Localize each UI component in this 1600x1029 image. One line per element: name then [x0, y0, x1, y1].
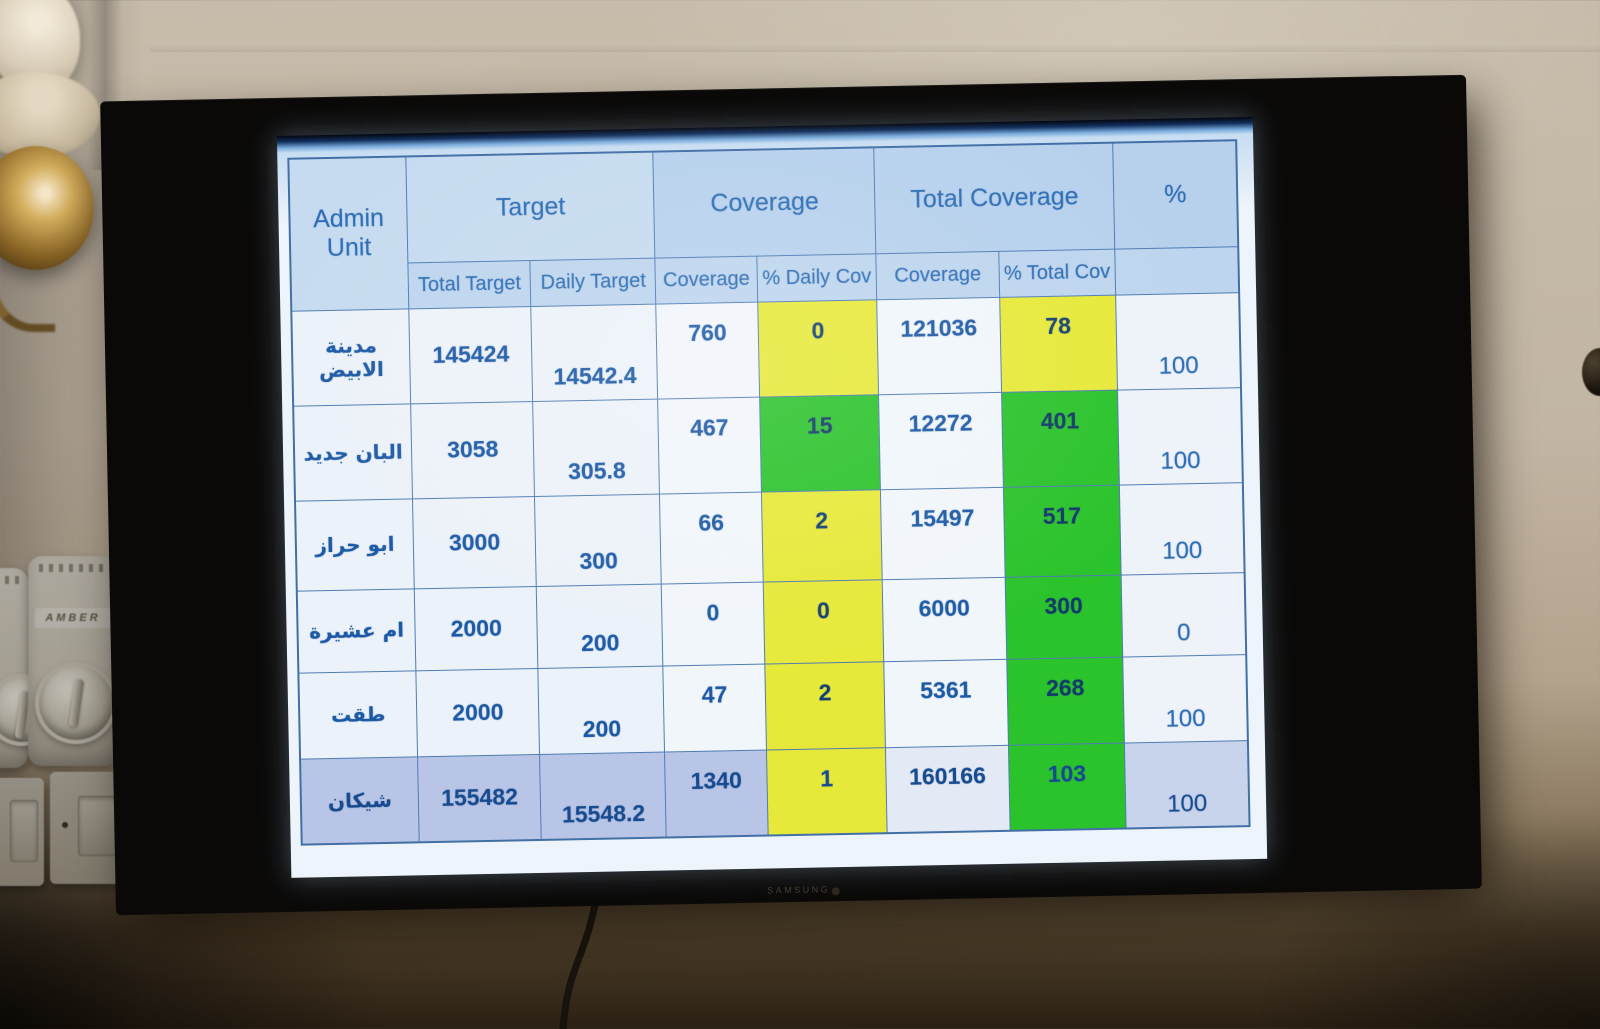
cell-daily-cov: 0 — [757, 299, 879, 397]
cell-daily-target: 200 — [538, 665, 665, 754]
wall-knob — [1582, 348, 1600, 396]
tv-ir-sensor — [831, 887, 840, 896]
thermostat-brand-label: AMBER — [35, 608, 111, 628]
tv-brand-logo: SAMSUNG — [767, 884, 831, 896]
cell-total-cov-pct: 103 — [1008, 742, 1127, 831]
dial-pointer — [68, 678, 85, 728]
table-row: مدينة الابيض 145424 14542.4 760 0 121036… — [291, 292, 1241, 406]
subheader-coverage-2: Coverage — [876, 250, 1000, 300]
table-row-total: شيكان 155482 15548.2 1340 1 160166 103 1… — [300, 740, 1250, 845]
subheader-percent-empty — [1114, 246, 1240, 295]
cell-total-coverage: 6000 — [882, 576, 1007, 662]
cell-percent: 0 — [1121, 572, 1247, 657]
wall-seam — [150, 42, 1600, 52]
cell-coverage: 0 — [661, 581, 765, 666]
cell-total-coverage: 121036 — [877, 296, 1002, 395]
cell-total-coverage: 15497 — [880, 486, 1005, 580]
header-coverage: Coverage — [653, 147, 877, 258]
cell-admin-unit: ابو حراز — [295, 498, 415, 591]
cell-daily-target: 300 — [534, 493, 662, 586]
cell-total-coverage: 5361 — [884, 658, 1009, 748]
cell-total-cov-pct: 517 — [1002, 484, 1122, 577]
thermostat-amber: AMBER — [28, 556, 118, 766]
table-row: البان جديد 3058 305.8 467 15 12272 401 1… — [293, 387, 1243, 501]
cell-admin-unit: شيكان — [300, 756, 420, 845]
header-percent: % — [1112, 140, 1239, 249]
subheader-total-target: Total Target — [407, 260, 532, 309]
cell-coverage: 47 — [663, 663, 767, 752]
cell-total-cov-pct: 268 — [1006, 656, 1125, 745]
coverage-table: Admin Unit Target Coverage Total Coverag… — [287, 139, 1251, 846]
thermostat-vents — [0, 576, 20, 584]
cell-daily-cov: 1 — [766, 747, 888, 836]
header-admin-unit: Admin Unit — [288, 156, 409, 311]
cell-admin-unit: البان جديد — [293, 403, 413, 501]
cell-coverage: 467 — [658, 396, 762, 494]
cell-coverage: 760 — [656, 301, 760, 399]
cell-total-coverage: 160166 — [885, 744, 1010, 834]
cell-daily-cov: 2 — [761, 489, 883, 582]
cell-total-target: 2000 — [415, 667, 540, 757]
cell-percent: 100 — [1122, 654, 1248, 743]
cell-daily-cov: 15 — [759, 394, 881, 492]
header-total-coverage: Total Coverage — [874, 142, 1115, 254]
cell-daily-target: 200 — [536, 583, 664, 668]
subheader-daily-target: Daily Target — [530, 257, 657, 307]
cell-daily-target: 15548.2 — [539, 751, 667, 840]
cell-coverage: 66 — [659, 491, 764, 584]
subheader-daily-cov: % Daily Cov — [756, 253, 878, 302]
cell-percent: 100 — [1117, 387, 1243, 485]
cell-total-target: 2000 — [414, 585, 539, 671]
cell-coverage: 1340 — [664, 749, 769, 838]
cell-percent: 100 — [1119, 482, 1245, 575]
sconce-brass-base — [0, 146, 94, 270]
cell-daily-target: 305.8 — [532, 398, 660, 497]
thermostat-left — [0, 568, 58, 768]
cell-daily-cov: 2 — [764, 661, 886, 750]
switch-rocker — [10, 800, 38, 862]
cell-total-target: 3000 — [412, 496, 537, 589]
subheader-total-cov: % Total Cov — [998, 248, 1116, 297]
cell-daily-target: 14542.4 — [531, 303, 659, 402]
sconce-brass-arm — [0, 250, 55, 332]
cell-total-target: 145424 — [408, 306, 533, 404]
cell-total-target: 155482 — [417, 753, 542, 843]
switch-screw — [62, 822, 68, 828]
subheader-coverage: Coverage — [655, 255, 758, 304]
cell-admin-unit: ام عشيرة — [296, 588, 416, 673]
cell-percent: 100 — [1115, 292, 1241, 390]
cell-total-cov-pct: 401 — [1001, 389, 1120, 487]
cell-total-target: 3058 — [410, 401, 535, 499]
thermostat-dial — [35, 662, 117, 744]
thermostat-vents — [38, 564, 108, 572]
header-target: Target — [405, 151, 656, 263]
tv-screen-slide: Admin Unit Target Coverage Total Coverag… — [276, 116, 1268, 878]
tv-frame: Admin Unit Target Coverage Total Coverag… — [100, 74, 1482, 916]
cell-total-cov-pct: 78 — [999, 294, 1118, 392]
sconce-glass-bowl — [0, 72, 100, 158]
light-switch-left — [0, 778, 44, 886]
cell-percent: 100 — [1124, 740, 1250, 829]
cell-total-cov-pct: 300 — [1004, 574, 1123, 659]
cell-daily-cov: 0 — [763, 579, 885, 664]
cell-admin-unit: مدينة الابيض — [291, 308, 411, 406]
cell-total-coverage: 12272 — [878, 391, 1003, 490]
cell-admin-unit: طقت — [298, 670, 418, 759]
